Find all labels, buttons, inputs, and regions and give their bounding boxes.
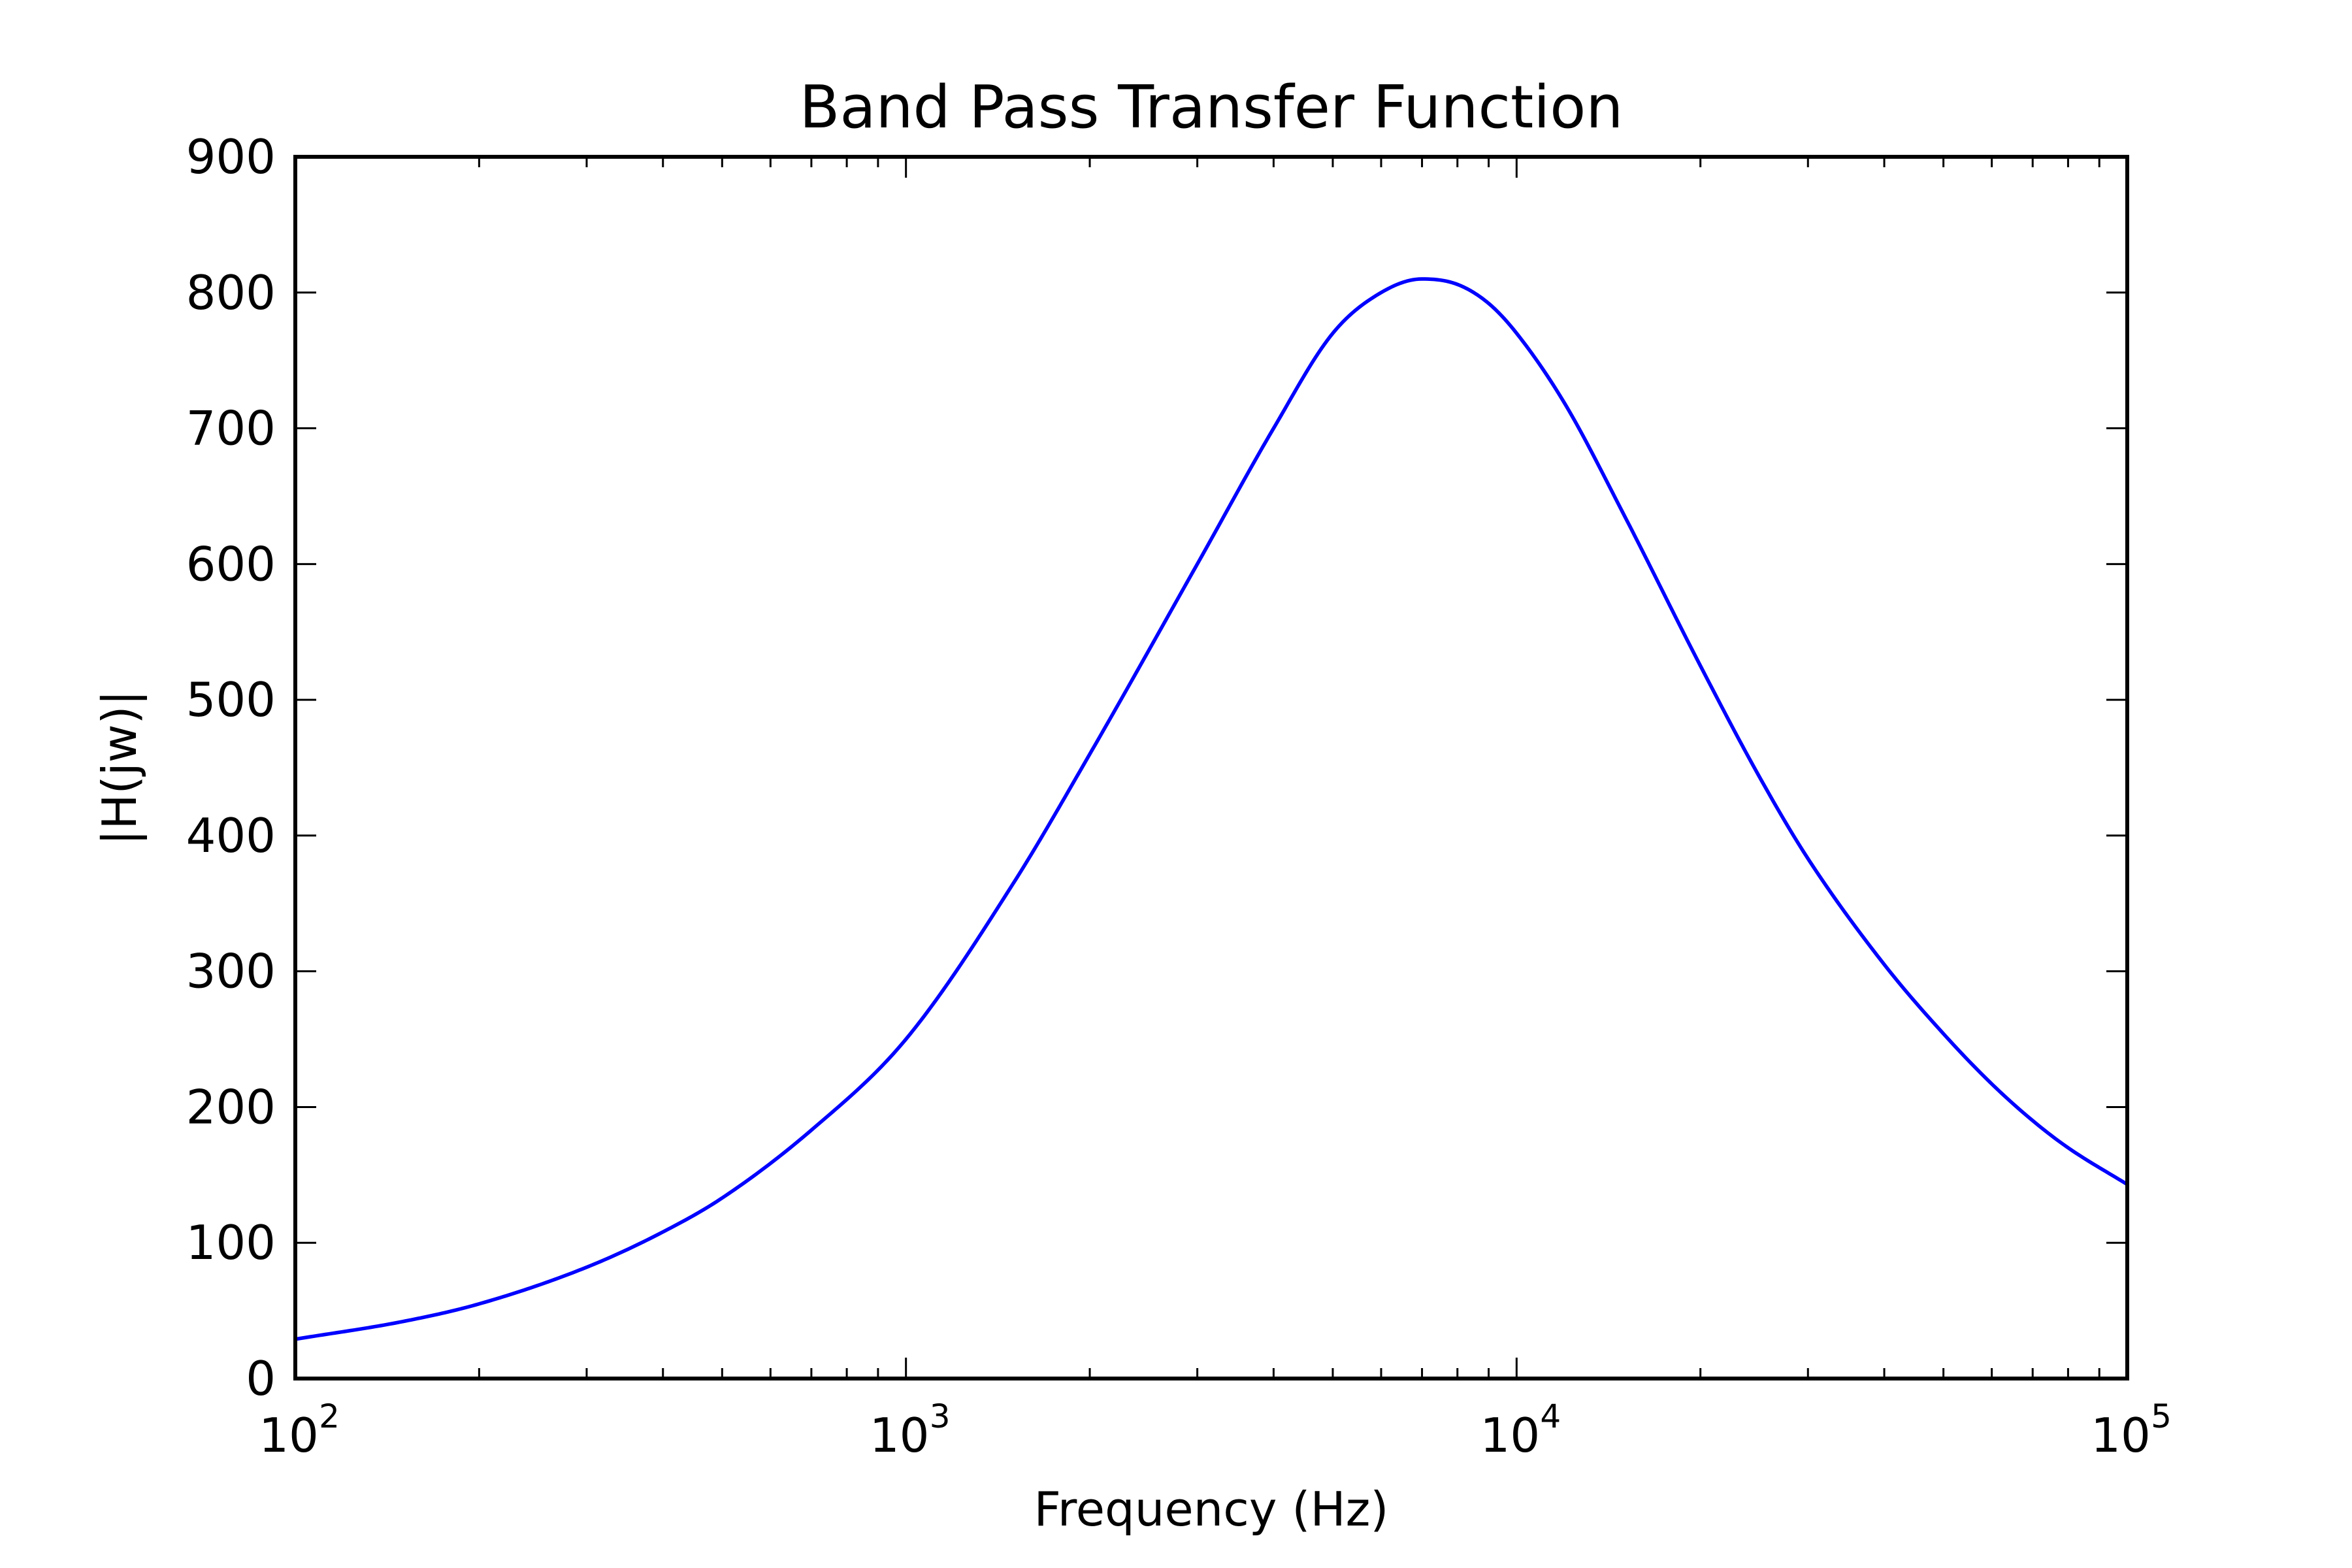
y-tick-label: 600 (186, 536, 276, 591)
x-tick-label: 10 (870, 1408, 930, 1463)
y-tick-label: 700 (186, 401, 276, 456)
y-tick-label: 500 (186, 672, 276, 727)
axes-frame (293, 155, 2129, 1380)
x-axis-label: Frequency (Hz) (1034, 1482, 1389, 1537)
plot-area (293, 155, 2129, 1380)
y-tick-label: 300 (186, 944, 276, 999)
series-line (295, 277, 2129, 1341)
x-tick-label: 10 (259, 1408, 319, 1463)
y-axis: 0 100 200 300 400 500 600 700 800 900 (186, 129, 2127, 1406)
x-tick-label-exponent: 5 (2151, 1397, 2172, 1435)
y-tick-label: 100 (186, 1215, 276, 1270)
x-tick-label-exponent: 3 (930, 1397, 951, 1435)
y-tick-label: 200 (186, 1079, 276, 1134)
chart-title: Band Pass Transfer Function (800, 73, 1624, 142)
x-tick-label: 10 (2091, 1408, 2151, 1463)
y-tick-label: 900 (186, 129, 276, 184)
y-axis-label: |H(jw)| (92, 690, 148, 845)
x-tick-label-exponent: 2 (319, 1397, 340, 1435)
y-tick-label: 400 (186, 808, 276, 863)
x-tick-label-exponent: 4 (1540, 1397, 1561, 1435)
x-axis: 10 2 10 3 10 4 10 5 (259, 157, 2172, 1463)
x-tick-label: 10 (1480, 1408, 1541, 1463)
y-tick-label: 0 (246, 1351, 276, 1406)
y-tick-label: 800 (186, 265, 276, 320)
